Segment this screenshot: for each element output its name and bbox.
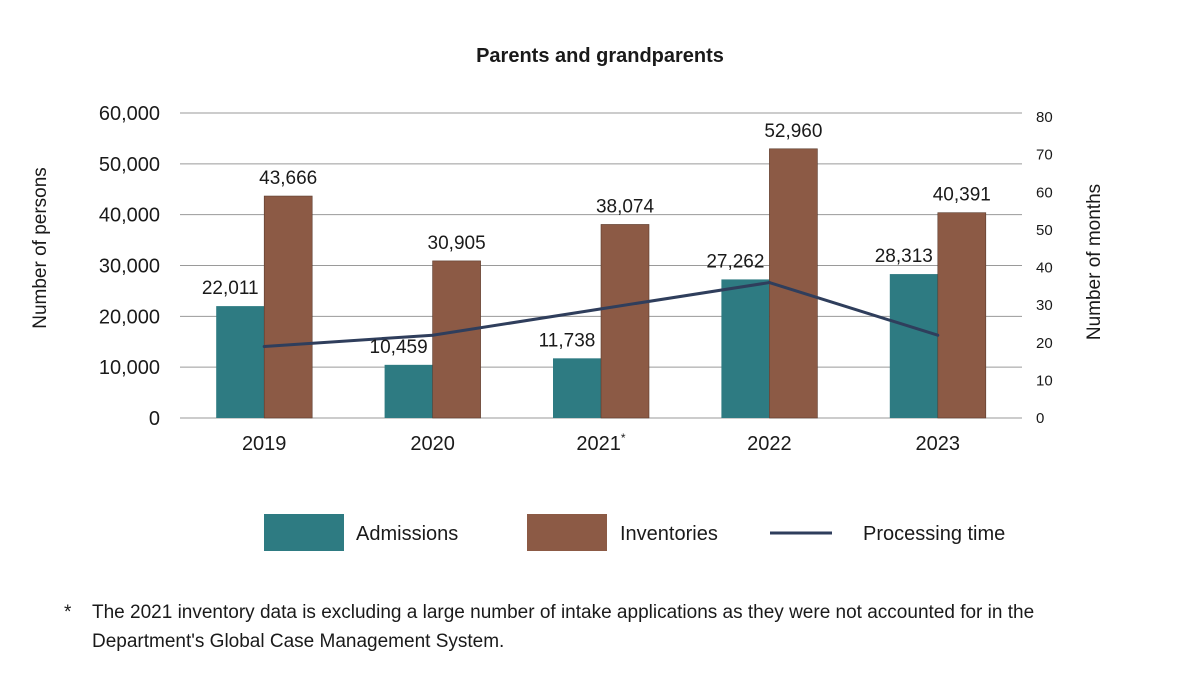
x-category-mark: * <box>621 431 626 445</box>
y2-tick-label: 10 <box>1036 372 1053 389</box>
legend-inventories-swatch <box>527 514 607 551</box>
processing-time-point <box>767 281 771 285</box>
axis-ticks: 0 10,000 20,000 30,000 40,000 50,000 60,000 0 10… <box>99 103 1053 430</box>
inventories-bar <box>263 195 313 419</box>
inventories-bar <box>937 212 987 419</box>
y2-tick-label: 60 <box>1036 184 1053 201</box>
footnote-text: The 2021 inventory data is excluding a l… <box>92 602 1035 652</box>
admissions-data-label: 27,262 <box>706 251 764 272</box>
chart-title: Parents and grandparents <box>476 45 724 67</box>
y-tick-label: 0 <box>149 408 160 430</box>
admissions-data-label: 28,313 <box>875 246 933 267</box>
inventories-data-label: 40,391 <box>933 185 991 206</box>
processing-time-line <box>262 281 940 349</box>
inventories-data-label: 52,960 <box>764 121 822 142</box>
x-category-text: 2021 <box>576 433 621 455</box>
y-tick-label: 40,000 <box>99 205 160 227</box>
admissions-bar <box>216 306 265 418</box>
legend-admissions-label: Admissions <box>356 523 458 545</box>
y2-tick-label: 30 <box>1036 297 1053 314</box>
x-category-label: 2019 <box>242 433 287 455</box>
y2-tick-label: 70 <box>1036 147 1053 164</box>
x-category-text: 2020 <box>410 433 455 455</box>
y2-axis-title: Number of months <box>1084 184 1105 340</box>
admissions-bar <box>721 279 770 418</box>
y2-tick-label: 20 <box>1036 335 1053 352</box>
legend-admissions-swatch <box>264 514 344 551</box>
y-tick-label: 60,000 <box>99 103 160 125</box>
admissions-bar <box>384 364 433 418</box>
y-tick-label: 30,000 <box>99 256 160 278</box>
y2-tick-label: 0 <box>1036 410 1044 427</box>
processing-time-point <box>431 333 435 337</box>
y2-tick-label: 40 <box>1036 260 1053 277</box>
x-category-label: 2021* <box>576 431 626 455</box>
admissions-data-label: 11,738 <box>539 330 596 351</box>
y2-tick-label: 50 <box>1036 222 1053 239</box>
category-labels: 2019 2020 2021* 2022 2023 <box>242 431 960 455</box>
y2-tick-label: 80 <box>1036 109 1053 126</box>
processing-time-point <box>262 345 266 349</box>
legend-processing-time-label: Processing time <box>863 523 1005 545</box>
admissions-bar <box>889 274 938 418</box>
data-labels: 22,011 10,459 11,738 27,262 28,313 43,666 30,9… <box>202 121 991 358</box>
bars <box>216 148 987 419</box>
y-tick-label: 50,000 <box>99 154 160 176</box>
x-category-text: 2019 <box>242 433 287 455</box>
y-tick-label: 10,000 <box>99 357 160 379</box>
x-category-text: 2023 <box>916 433 961 455</box>
y-tick-label: 20,000 <box>99 306 160 328</box>
x-category-label: 2023 <box>916 433 961 455</box>
inventories-data-label: 43,666 <box>259 168 317 189</box>
admissions-data-label: 22,011 <box>202 278 259 299</box>
inventories-data-label: 30,905 <box>428 233 486 254</box>
admissions-data-label: 10,459 <box>370 337 428 358</box>
x-category-label: 2020 <box>410 433 455 455</box>
legend-inventories-label: Inventories <box>620 523 718 545</box>
processing-time-point <box>599 307 603 311</box>
inventories-data-label: 38,074 <box>596 196 655 217</box>
x-category-text: 2022 <box>747 433 792 455</box>
y-axis-title: Number of persons <box>30 167 51 329</box>
legend: Admissions Inventories Processing time <box>264 514 1005 551</box>
inventories-bar <box>600 224 650 419</box>
admissions-bar <box>553 358 601 418</box>
inventories-bar <box>432 260 481 419</box>
processing-time-point <box>936 333 940 337</box>
x-category-label: 2022 <box>747 433 792 455</box>
footnote: * The 2021 inventory data is excluding a … <box>64 598 1038 656</box>
footnote-mark: * <box>64 602 72 623</box>
